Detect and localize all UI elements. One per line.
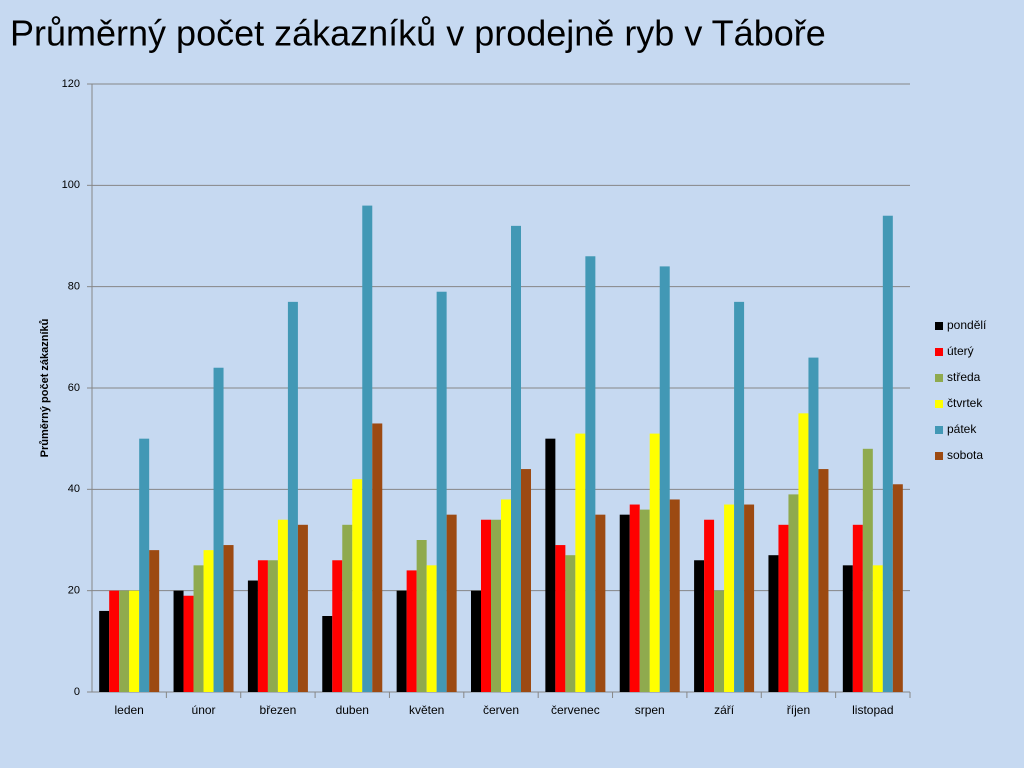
legend-swatch	[935, 374, 943, 382]
bar	[149, 550, 160, 692]
bar	[426, 565, 437, 692]
y-tick-label: 0	[74, 686, 80, 698]
y-tick-label: 60	[68, 382, 80, 394]
bar	[491, 519, 501, 692]
bar	[818, 469, 829, 692]
bar	[247, 580, 258, 692]
bar	[511, 225, 521, 692]
y-tick-label: 80	[68, 281, 80, 293]
bar	[882, 215, 893, 692]
bar	[287, 301, 298, 692]
bar	[768, 555, 779, 692]
legend-swatch	[935, 400, 943, 408]
bar	[852, 524, 863, 692]
legend-label: čtvrtek	[947, 396, 983, 410]
bar	[109, 590, 120, 692]
bar	[436, 291, 447, 692]
bar	[872, 565, 883, 692]
x-tick-label: leden	[114, 703, 143, 717]
bar	[416, 540, 427, 692]
legend-swatch	[935, 322, 943, 330]
bar	[322, 616, 333, 692]
bar	[372, 423, 383, 692]
legend-label: středa	[947, 370, 981, 384]
legend-swatch	[935, 452, 943, 460]
bar	[342, 524, 353, 692]
bar	[257, 560, 268, 692]
y-tick-label: 120	[62, 78, 80, 90]
bar	[267, 560, 278, 692]
bar	[639, 509, 650, 692]
legend-swatch	[935, 426, 943, 434]
bar	[352, 479, 363, 692]
bar	[842, 565, 853, 692]
x-tick-label: listopad	[852, 703, 893, 717]
bar	[629, 504, 640, 692]
bar	[595, 514, 606, 692]
x-tick-label: únor	[192, 703, 216, 717]
bar	[471, 590, 481, 692]
bar	[396, 590, 407, 692]
legend-label: pátek	[947, 422, 977, 436]
legend-label: úterý	[947, 344, 974, 358]
y-tick-label: 100	[62, 179, 80, 191]
bar	[778, 524, 789, 692]
x-tick-label: červenec	[551, 703, 600, 717]
bar	[521, 469, 531, 692]
bar	[545, 438, 556, 692]
bar	[808, 357, 819, 692]
x-tick-label: říjen	[787, 703, 810, 717]
bar	[619, 514, 630, 692]
bar	[173, 590, 184, 692]
bar	[139, 438, 150, 692]
bar	[704, 519, 715, 692]
bar	[555, 545, 566, 692]
bar	[659, 266, 670, 692]
bar	[193, 565, 204, 692]
bar	[129, 590, 140, 692]
x-tick-label: červen	[483, 703, 519, 717]
x-tick-label: duben	[336, 703, 369, 717]
bar	[649, 433, 660, 692]
chart-title: Průměrný počet zákazníků v prodejně ryb …	[10, 13, 826, 54]
bar	[213, 367, 224, 692]
bar	[734, 301, 745, 692]
bar	[481, 519, 491, 692]
bar	[724, 504, 735, 692]
bar	[223, 545, 234, 692]
bar	[446, 514, 457, 692]
bar	[714, 590, 725, 692]
bar	[277, 519, 288, 692]
bar	[203, 550, 214, 692]
x-tick-label: březen	[260, 703, 297, 717]
bar	[798, 413, 809, 692]
bar	[362, 205, 373, 692]
bar	[575, 433, 586, 692]
legend-label: sobota	[947, 448, 983, 462]
legend-swatch	[935, 348, 943, 356]
x-tick-label: srpen	[635, 703, 665, 717]
bar	[892, 484, 903, 692]
bar	[406, 570, 417, 692]
x-tick-label: květen	[409, 703, 444, 717]
bar	[332, 560, 343, 692]
bar	[565, 555, 576, 692]
legend-label: pondělí	[947, 318, 987, 332]
bar	[501, 499, 511, 692]
bar	[788, 494, 799, 692]
bar	[585, 256, 596, 692]
bar	[119, 590, 130, 692]
bar	[862, 448, 873, 692]
bar	[297, 524, 308, 692]
bar	[744, 504, 755, 692]
bar	[694, 560, 705, 692]
y-axis-label: Průměrný počet zákazníků	[39, 319, 51, 458]
bar	[183, 595, 194, 692]
bar	[669, 499, 680, 692]
y-tick-label: 40	[68, 483, 80, 495]
bar	[99, 610, 110, 692]
y-tick-label: 20	[68, 585, 80, 597]
x-tick-label: září	[714, 703, 735, 717]
